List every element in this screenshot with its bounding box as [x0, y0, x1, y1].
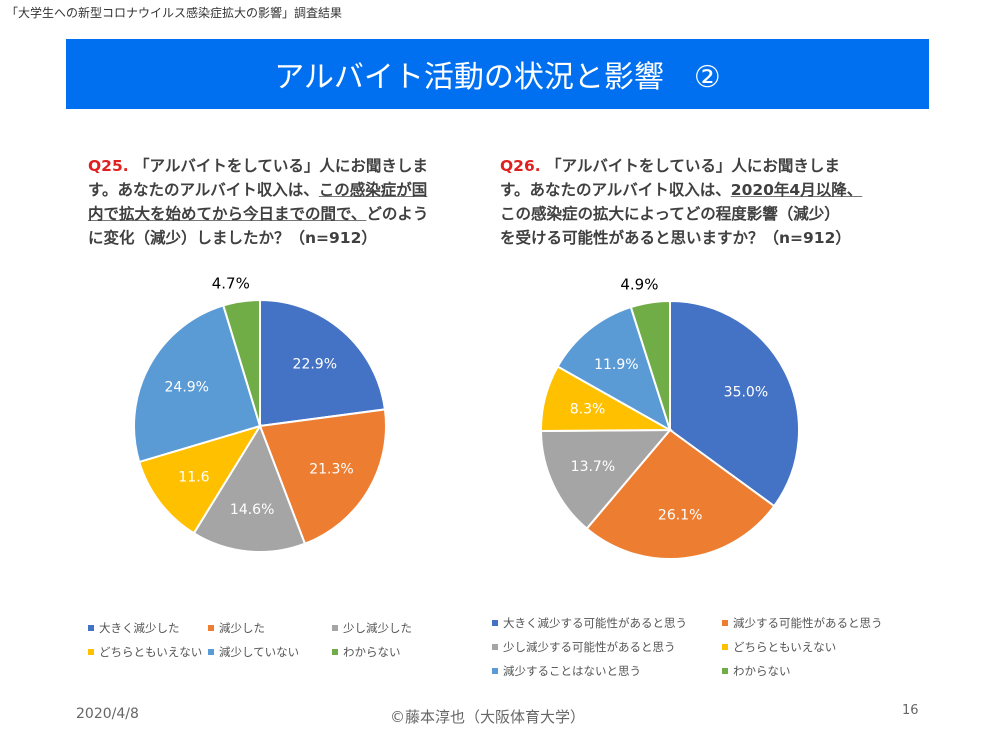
q25-text: Q25. 「アルバイトをしている」人にお聞きしま す。あなたのアルバイト収入は、…: [88, 154, 488, 250]
legend-swatch: [722, 644, 728, 650]
pie-slice: [133, 304, 262, 464]
legend-item: 減少した: [208, 620, 265, 636]
legend-swatch: [208, 625, 214, 631]
pie-slice: [137, 424, 263, 535]
slide-header: 「大学生への新型コロナウイルス感染症拡大の影響」調査結果: [6, 6, 343, 20]
legend-swatch: [332, 625, 338, 631]
pie-slice: [669, 299, 800, 508]
pie-slice: [585, 428, 776, 560]
data-label: 4.7%: [212, 275, 250, 293]
q25-line2b: この感染症が国: [318, 181, 428, 199]
legend-swatch: [492, 644, 498, 650]
legend-item: 大きく減少した: [88, 620, 180, 636]
data-label: 11.9%: [594, 357, 638, 373]
pie-slice: [539, 428, 673, 530]
q26-line1: 「アルバイトをしている」人にお聞きしま: [546, 157, 840, 175]
legend-label: 減少した: [219, 621, 265, 635]
legend-item: 減少していない: [208, 644, 299, 660]
pie-slice: [556, 305, 672, 433]
data-label: 4.9%: [620, 276, 658, 294]
data-label: 24.9%: [165, 380, 209, 396]
data-label: 8.3%: [570, 402, 606, 418]
slide-title: アルバイト活動の状況と影響 ②: [66, 39, 929, 109]
page-number: 16: [902, 703, 919, 718]
q25-line3b: どのよう: [366, 205, 429, 223]
pie-slice: [629, 299, 671, 431]
pie-slice: [258, 408, 387, 546]
legend-item: 少し減少した: [332, 620, 412, 636]
q25-number: Q25.: [88, 157, 129, 175]
legend-item: 減少することはないと思う: [492, 663, 641, 679]
legend-swatch: [722, 668, 728, 674]
legend-swatch: [722, 620, 728, 626]
q25-line3a: 内で拡大を始めてから今日までの間で、: [88, 205, 367, 223]
legend-label: 少し減少した: [343, 621, 412, 635]
legend-label: どちらともいえない: [733, 640, 837, 654]
legend-label: 減少していない: [219, 645, 300, 659]
data-label: 14.6%: [230, 502, 274, 518]
legend-label: 少し減少する可能性があると思う: [503, 640, 676, 654]
legend-swatch: [88, 625, 94, 631]
data-label: 35.0%: [724, 384, 768, 400]
q25-line2a: す。あなたのアルバイト収入は、: [88, 181, 319, 199]
legend-item: どちらともいえない: [722, 639, 836, 655]
q25-line4: に変化（減少）しましたか？（n=912）: [88, 229, 377, 247]
legend-label: わからない: [733, 664, 791, 678]
data-label: 22.9%: [293, 356, 337, 372]
pie-slice: [222, 298, 261, 427]
legend-label: 減少する可能性があると思う: [733, 616, 883, 630]
legend-label: わからない: [343, 645, 401, 659]
pie-slice: [192, 423, 307, 553]
q26-number: Q26.: [500, 157, 541, 175]
data-label: 26.1%: [658, 508, 702, 524]
legend-swatch: [208, 649, 214, 655]
q26-line3: この感染症の拡大によってどの程度影響（減少）: [500, 205, 840, 223]
data-label: 21.3%: [309, 462, 353, 478]
legend-label: どちらともいえない: [99, 645, 203, 659]
legend-item: わからない: [332, 644, 401, 660]
legend-swatch: [492, 668, 498, 674]
q26-line2b: 2020年4月以降、: [730, 181, 863, 199]
q26-text: Q26. 「アルバイトをしている」人にお聞きしま す。あなたのアルバイト収入は、…: [500, 154, 900, 250]
footer-credit: ©藤本淳也（大阪体育大学）: [390, 708, 586, 726]
legend-swatch: [88, 649, 94, 655]
data-label: 11.6: [178, 470, 209, 486]
legend-item: どちらともいえない: [88, 644, 202, 660]
legend-label: 減少することはないと思う: [503, 664, 641, 678]
legend-label: 大きく減少した: [99, 621, 180, 635]
legend-item: 減少する可能性があると思う: [722, 615, 883, 631]
q26-line4: を受ける可能性があると思いますか？（n=912）: [500, 229, 851, 247]
legend-item: わからない: [722, 663, 791, 679]
q26-line2a: す。あなたのアルバイト収入は、: [500, 181, 731, 199]
data-label: 13.7%: [571, 459, 615, 475]
q25-line1: 「アルバイトをしている」人にお聞きしま: [134, 157, 428, 175]
legend-item: 大きく減少する可能性があると思う: [492, 615, 687, 631]
footer-date: 2020/4/8: [76, 706, 139, 722]
legend-item: 少し減少する可能性があると思う: [492, 639, 676, 655]
pie-slice: [259, 298, 387, 428]
legend-swatch: [492, 620, 498, 626]
legend-label: 大きく減少する可能性があると思う: [503, 616, 687, 630]
legend-swatch: [332, 649, 338, 655]
